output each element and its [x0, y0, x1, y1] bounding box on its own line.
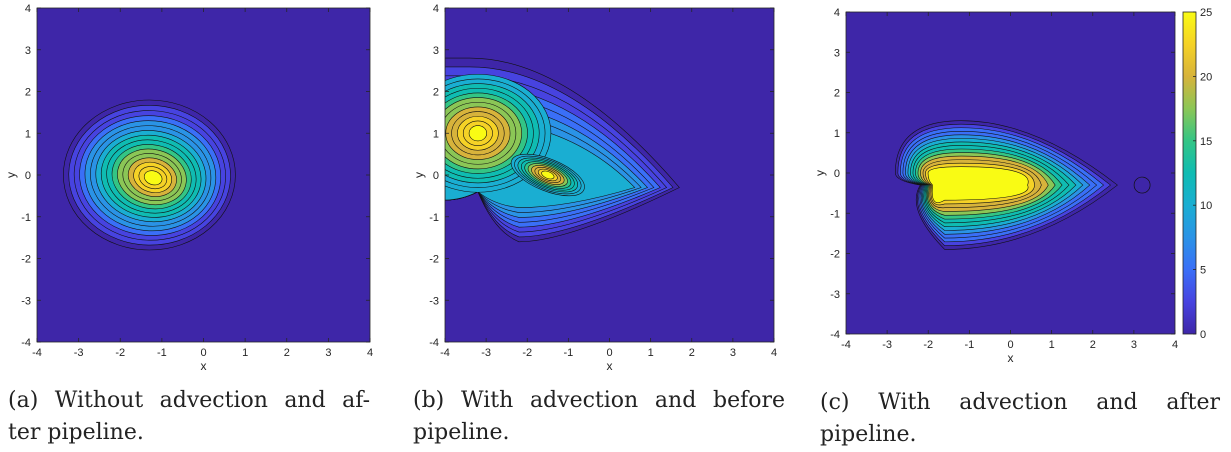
colorbar-tick-label: 25	[1200, 7, 1212, 19]
caption-b-line-1: (b) With advection and before	[413, 385, 785, 417]
y-tick-label: -4	[21, 337, 31, 349]
y-tick-label: -3	[830, 289, 840, 301]
panel-b: -4 -3 -2 -1 0 1 2 3 4 -4 -3 -2 -1 0 1 2 3 4 x y (b) With ad…	[405, 0, 805, 452]
x-tick-label: -1	[157, 347, 167, 359]
x-tick-label: 0	[1007, 339, 1013, 351]
x-tick-label: 1	[242, 347, 248, 359]
y-tick-label: -2	[429, 254, 439, 266]
caption-c-text-1: With advection and after	[878, 390, 1221, 415]
colorbar-tick-label: 10	[1200, 200, 1212, 212]
caption-a-label: (a)	[8, 388, 39, 413]
x-tick-label: -2	[923, 339, 933, 351]
x-tick-label: -2	[522, 347, 532, 359]
caption-a-line-2: ter pipeline.	[8, 420, 144, 445]
x-tick-label: -3	[74, 347, 84, 359]
y-tick-label: -2	[21, 254, 31, 266]
x-tick-label: 3	[1131, 339, 1137, 351]
y-tick-label: 4	[433, 3, 439, 15]
x-tick-label: 4	[367, 347, 373, 359]
x-tick-label: 2	[689, 347, 695, 359]
x-tick-label: 4	[771, 347, 777, 359]
y-tick-label: -3	[429, 295, 439, 307]
panel-c: -4 -3 -2 -1 0 1 2 3 4 -4 -3 -2 -1 0 1 2 3 4 x y 0 5 10 15 20 25 (…	[810, 0, 1231, 452]
y-tick-label: 1	[834, 128, 840, 140]
y-axis-label: y	[4, 172, 18, 178]
contour-plot-a: -4 -3 -2 -1 0 1 2 3 4 -4 -3 -2 -1 0 1 2 3 4 x y	[4, 3, 373, 373]
x-tick-label: 1	[648, 347, 654, 359]
y-tick-label: 1	[433, 128, 439, 140]
y-tick-label: -4	[429, 337, 439, 349]
y-tick-label: 3	[25, 45, 31, 57]
caption-c-line-1: (c) With advection and after	[820, 387, 1220, 419]
y-tick-label: 2	[433, 87, 439, 99]
y-tick-label: -4	[830, 329, 840, 341]
x-tick-label: -3	[882, 339, 892, 351]
colorbar-tick-label: 15	[1200, 136, 1212, 148]
x-tick-label: 3	[730, 347, 736, 359]
y-tick-label: -1	[21, 212, 31, 224]
x-tick-label: -1	[964, 339, 974, 351]
contour-plot-b: -4 -3 -2 -1 0 1 2 3 4 -4 -3 -2 -1 0 1 2 3 4 x y	[412, 3, 777, 373]
x-axis-label: x	[201, 359, 207, 373]
caption-a-text-1: Without advection and af-	[54, 388, 371, 413]
colorbar-tick-label: 5	[1200, 265, 1206, 277]
y-tick-label: -1	[830, 208, 840, 220]
y-tick-label: 3	[834, 47, 840, 59]
y-tick-label: 3	[433, 45, 439, 57]
y-tick-label: 2	[25, 87, 31, 99]
x-tick-label: -4	[841, 339, 851, 351]
caption-c: (c) With advection and after pipeline.	[820, 387, 1220, 451]
y-tick-label: -1	[429, 212, 439, 224]
contour-band	[541, 170, 555, 180]
caption-c-line-2: pipeline.	[820, 422, 917, 447]
caption-a-line-1: (a) Without advection and af-	[8, 385, 370, 417]
y-tick-label: 0	[834, 168, 840, 180]
y-tick-label: 2	[834, 88, 840, 100]
colorbar-tick-label: 20	[1200, 71, 1212, 83]
caption-b-line-2: pipeline.	[413, 420, 510, 445]
panel-a: -4 -3 -2 -1 0 1 2 3 4 -4 -3 -2 -1 0 1 2 3 4 x y (a) Without…	[0, 0, 400, 452]
x-tick-label: 2	[284, 347, 290, 359]
x-axis-label: x	[1008, 351, 1014, 365]
y-tick-label: -3	[21, 295, 31, 307]
y-tick-label: 4	[834, 7, 840, 19]
y-tick-label: 0	[25, 170, 31, 182]
contour-band	[468, 125, 488, 142]
caption-b: (b) With advection and before pipeline.	[413, 385, 785, 449]
caption-b-text-1: With advection and before	[460, 388, 786, 413]
caption-b-label: (b)	[413, 388, 445, 413]
contour-plot-c: -4 -3 -2 -1 0 1 2 3 4 -4 -3 -2 -1 0 1 2 3 4 x y 0 5 10 15 20 25	[813, 7, 1212, 365]
x-axis-label: x	[607, 359, 613, 373]
x-tick-label: 0	[200, 347, 206, 359]
x-tick-label: -4	[32, 347, 42, 359]
y-tick-label: 0	[433, 170, 439, 182]
caption-c-label: (c)	[820, 390, 850, 415]
contour-band	[143, 170, 163, 186]
y-axis-label: y	[412, 172, 426, 178]
colorbar-tick-label: 0	[1200, 329, 1206, 341]
colorbar	[1182, 11, 1197, 335]
x-tick-label: 4	[1172, 339, 1178, 351]
x-tick-label: -4	[440, 347, 450, 359]
y-axis-label: y	[813, 170, 827, 176]
y-tick-label: 1	[25, 128, 31, 140]
x-tick-label: -3	[481, 347, 491, 359]
x-tick-label: -2	[115, 347, 125, 359]
y-tick-label: -2	[830, 249, 840, 261]
x-tick-label: 1	[1049, 339, 1055, 351]
contour-band	[927, 166, 1029, 203]
caption-a: (a) Without advection and af- ter pipeli…	[8, 385, 370, 449]
small-contour-circle	[1133, 176, 1151, 194]
y-tick-label: 4	[25, 3, 31, 15]
x-tick-label: 2	[1090, 339, 1096, 351]
x-tick-label: 0	[606, 347, 612, 359]
x-tick-label: -1	[563, 347, 573, 359]
x-tick-label: 3	[325, 347, 331, 359]
